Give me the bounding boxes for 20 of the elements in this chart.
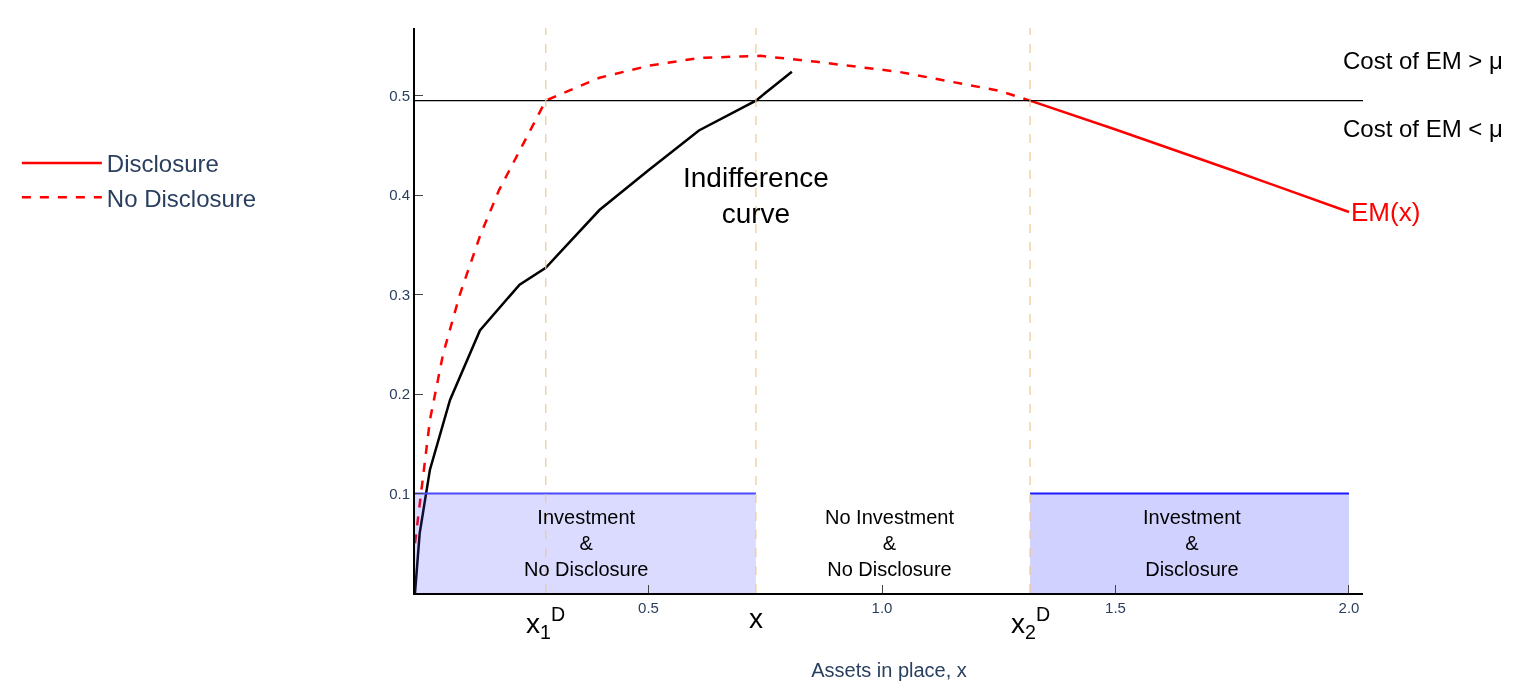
y-tick-label: 0.2 bbox=[389, 385, 410, 403]
annotation: EM(x) bbox=[1351, 197, 1421, 227]
x-axis-title: Assets in place, x bbox=[811, 659, 967, 681]
annotation: Investment & No Disclosure bbox=[524, 506, 649, 580]
annotation: Investment & Disclosure bbox=[1143, 506, 1242, 580]
annotation: Indifference curve bbox=[683, 162, 829, 230]
x-tick-label: 0.5 bbox=[638, 599, 659, 616]
x-tick-label: 2.0 bbox=[1338, 599, 1360, 616]
legend-label: No Disclosure bbox=[106, 184, 257, 212]
x-tick-label: 1.5 bbox=[1105, 599, 1126, 616]
annotation: No Investment & No Disclosure bbox=[825, 506, 955, 580]
legend-label: Disclosure bbox=[106, 150, 219, 178]
y-tick-label: 0.4 bbox=[389, 186, 410, 204]
x-tick-label: 1.0 bbox=[871, 599, 893, 616]
annotation: Cost of EM > μ bbox=[1343, 47, 1503, 74]
y-tick-label: 0.1 bbox=[389, 484, 410, 502]
ref-line-label: x bbox=[749, 603, 763, 634]
y-tick-label: 0.3 bbox=[389, 285, 410, 303]
annotation: Cost of EM < μ bbox=[1343, 115, 1503, 142]
y-tick-label: 0.5 bbox=[389, 86, 410, 104]
